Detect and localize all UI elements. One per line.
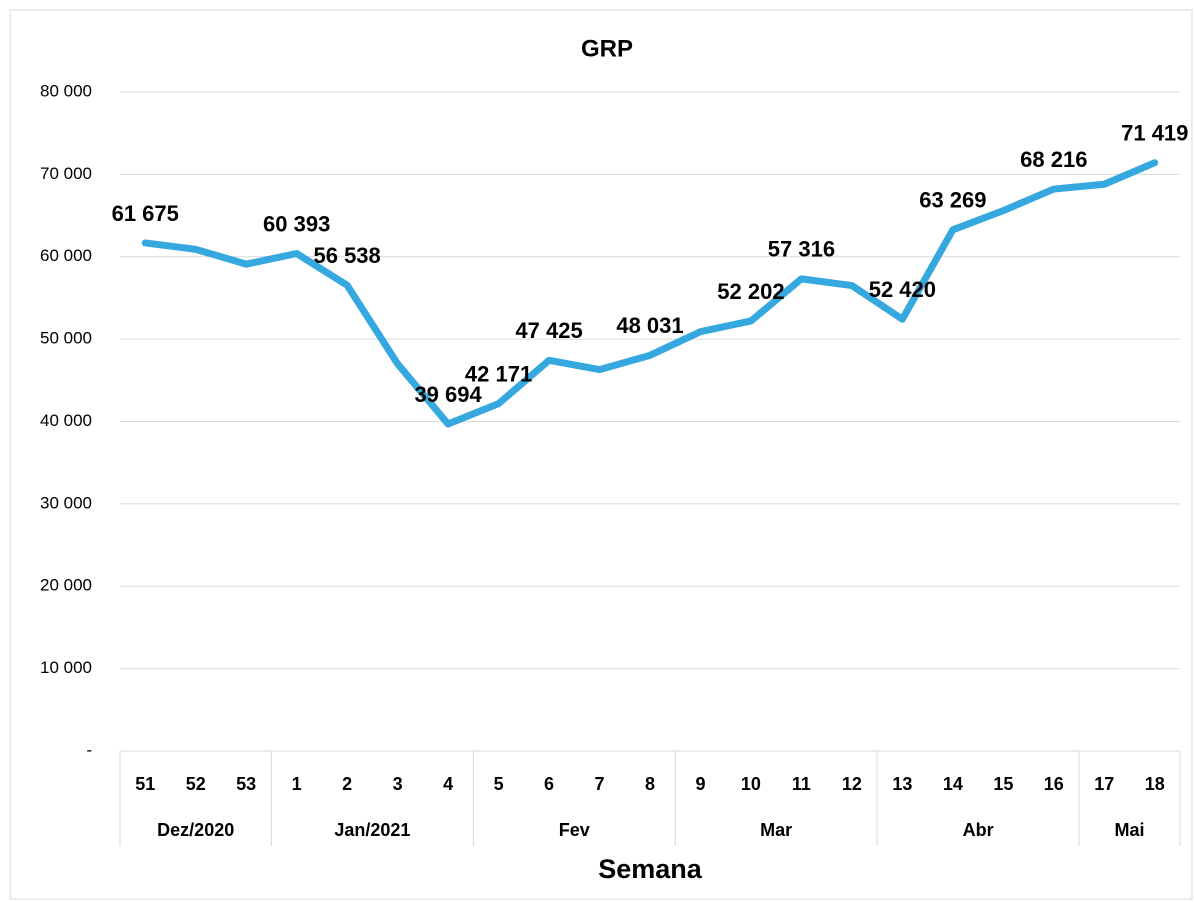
x-tick-label: 12 — [842, 774, 862, 794]
data-label: 61 675 — [112, 201, 179, 226]
data-label: 60 393 — [263, 211, 330, 236]
chart-title: GRP — [581, 35, 633, 62]
x-tick-label: 14 — [943, 774, 963, 794]
y-tick-label: 80 000 — [40, 81, 92, 100]
x-group-label: Fev — [559, 820, 590, 840]
data-label: 68 216 — [1020, 147, 1087, 172]
y-tick-label: 50 000 — [40, 329, 92, 348]
y-tick-label: - — [86, 740, 92, 759]
data-label: 52 420 — [869, 277, 936, 302]
x-group-label: Mai — [1115, 820, 1145, 840]
data-label: 71 419 — [1121, 120, 1188, 145]
y-tick-label: 60 000 — [40, 246, 92, 265]
x-group-label: Jan/2021 — [334, 820, 410, 840]
data-label: 42 171 — [465, 361, 532, 386]
y-tick-label: 10 000 — [40, 658, 92, 677]
x-tick-label: 15 — [993, 774, 1013, 794]
y-tick-label: 40 000 — [40, 411, 92, 430]
x-tick-label: 3 — [393, 774, 403, 794]
data-label: 39 694 — [414, 382, 482, 407]
x-group-label: Mar — [760, 820, 792, 840]
chart-frame — [9, 9, 1193, 900]
data-label: 47 425 — [515, 318, 582, 343]
x-tick-label: 4 — [443, 774, 453, 794]
line-series — [141, 159, 1159, 428]
x-tick-label: 11 — [792, 774, 811, 794]
x-tick-label: 18 — [1145, 774, 1165, 794]
x-tick-label: 53 — [236, 774, 256, 794]
y-tick-label: 20 000 — [40, 576, 92, 595]
x-tick-label: 7 — [595, 774, 605, 794]
x-tick-label: 10 — [741, 774, 761, 794]
x-tick-label: 8 — [645, 774, 655, 794]
x-group-label: Dez/2020 — [157, 820, 234, 840]
data-label: 52 202 — [717, 279, 784, 304]
x-tick-label: 13 — [892, 774, 912, 794]
x-tick-label: 17 — [1094, 774, 1114, 794]
x-axis-title: Semana — [598, 854, 703, 884]
x-tick-label: 16 — [1044, 774, 1064, 794]
y-tick-label: 70 000 — [40, 164, 92, 183]
x-tick-label: 51 — [135, 774, 155, 794]
x-tick-label: 5 — [494, 774, 504, 794]
x-tick-label: 2 — [342, 774, 352, 794]
x-group-label: Abr — [963, 820, 994, 840]
x-tick-label: 6 — [544, 774, 554, 794]
data-label: 56 538 — [313, 243, 380, 268]
x-tick-label: 9 — [695, 774, 705, 794]
data-label: 63 269 — [919, 188, 986, 213]
y-tick-label: 30 000 — [40, 493, 92, 512]
data-label: 57 316 — [768, 237, 835, 262]
x-tick-label: 1 — [292, 774, 302, 794]
data-label: 48 031 — [616, 313, 683, 338]
x-tick-label: 52 — [186, 774, 206, 794]
